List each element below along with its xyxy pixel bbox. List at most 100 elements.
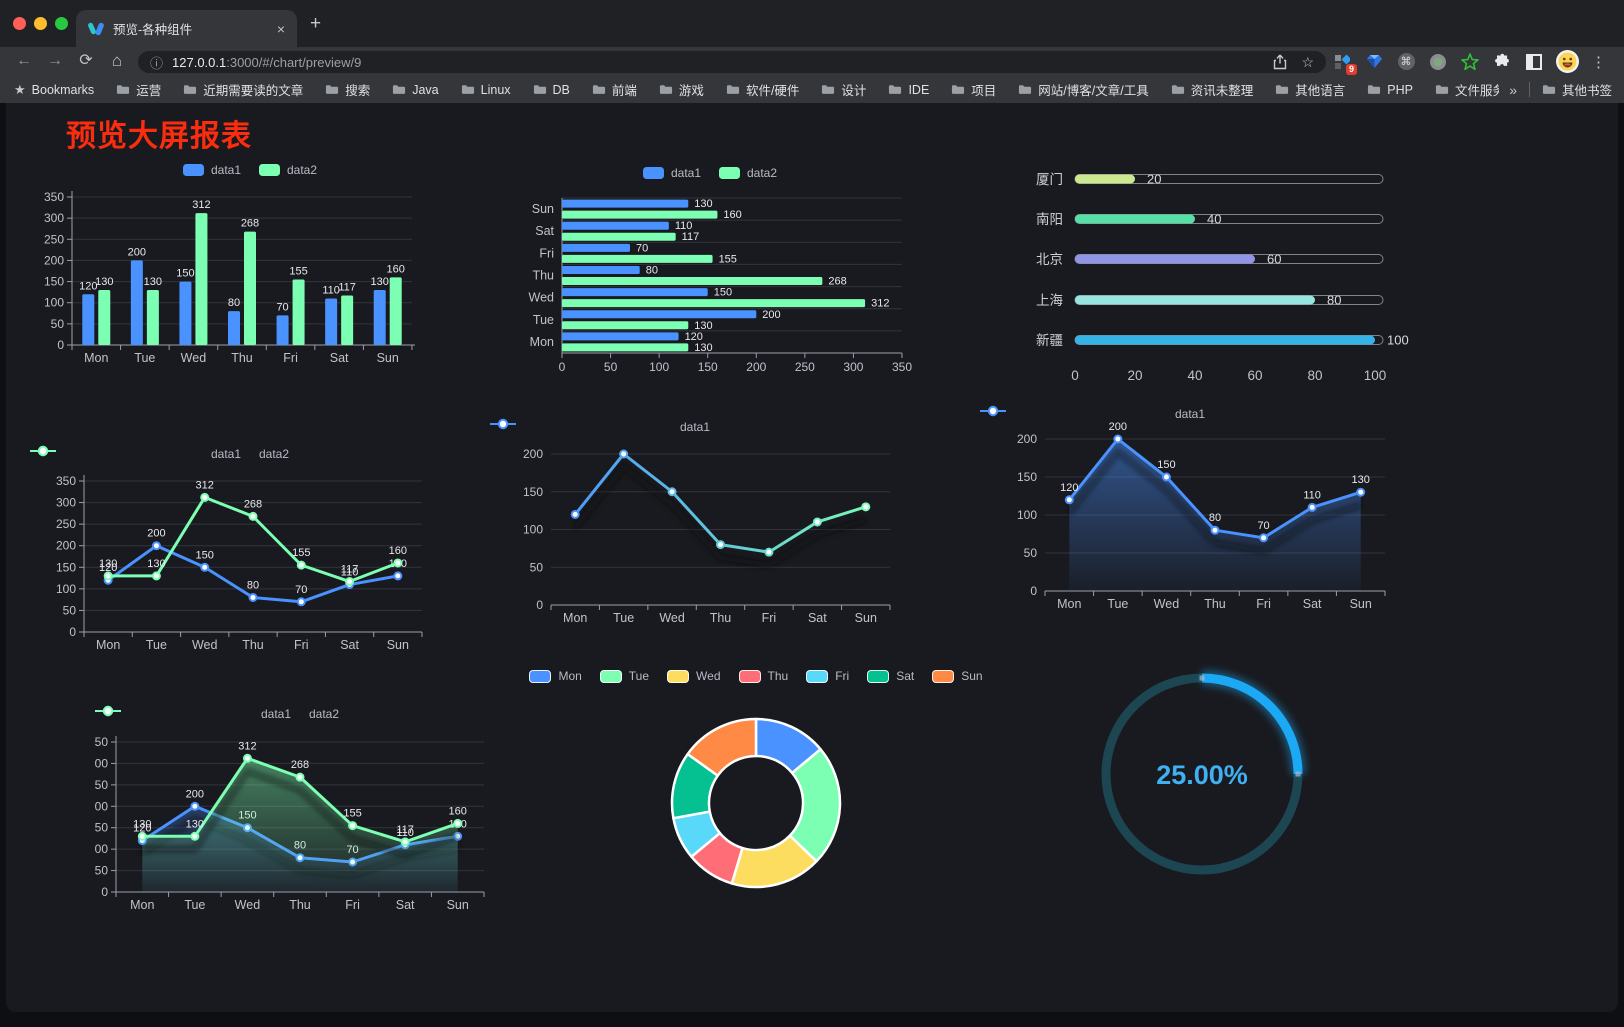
- bookmark-folder-资讯未整理[interactable]: 资讯未整理: [1171, 80, 1253, 99]
- svg-text:120: 120: [1060, 482, 1078, 494]
- bookmark-folder-Java[interactable]: Java: [392, 83, 439, 97]
- donut-chart: Mon Tue Wed Thu Fri Sat Sun: [529, 660, 983, 910]
- svg-text:Tue: Tue: [613, 611, 634, 625]
- command-extension-icon[interactable]: ⌘: [1396, 52, 1416, 72]
- puzzle-extensions-icon[interactable]: [1492, 52, 1512, 72]
- gem-extension-icon[interactable]: [1364, 52, 1384, 72]
- bookmark-folder-label: 项目: [971, 84, 997, 98]
- svg-text:20: 20: [1147, 172, 1161, 187]
- bookmark-folder-其他语言[interactable]: 其他语言: [1275, 80, 1345, 99]
- url-host: 127.0.0.1: [172, 54, 227, 70]
- legend-item-Fri[interactable]: Fri: [806, 669, 849, 683]
- bookmark-folder-软件/硬件[interactable]: 软件/硬件: [726, 80, 799, 99]
- green-star-extension-icon[interactable]: [1460, 52, 1480, 72]
- tab-close-icon[interactable]: ×: [276, 20, 285, 37]
- svg-text:250: 250: [44, 232, 64, 246]
- home-icon[interactable]: ⌂: [111, 51, 123, 70]
- legend-item-data2[interactable]: data2: [719, 166, 777, 180]
- legend-item-data2[interactable]: data2: [95, 705, 339, 721]
- bookmark-folder-游戏[interactable]: 游戏: [659, 80, 704, 99]
- bookmark-folder-网站/博客/文章/工具[interactable]: 网站/博客/文章/工具: [1018, 80, 1149, 99]
- back-icon[interactable]: ←: [16, 52, 32, 69]
- legend-label: Wed: [696, 669, 721, 683]
- bookmark-folder-前端[interactable]: 前端: [592, 80, 637, 99]
- svg-text:200: 200: [1109, 421, 1127, 433]
- browser-menu-icon[interactable]: ⋮: [1591, 53, 1606, 71]
- svg-text:300: 300: [843, 360, 863, 374]
- profile-avatar[interactable]: [1556, 50, 1579, 73]
- bookmark-folder-PHP[interactable]: PHP: [1367, 83, 1413, 97]
- legend-item-data2[interactable]: data2: [30, 445, 289, 461]
- panel-extension-icon[interactable]: [1524, 52, 1544, 72]
- folder-icon: [117, 85, 130, 94]
- bookmark-folder-IDE[interactable]: IDE: [888, 83, 929, 97]
- bookmarks-manager-item[interactable]: ★ Bookmarks: [14, 82, 94, 98]
- legend-item-data1[interactable]: data1: [642, 166, 701, 180]
- legend-item-data1[interactable]: data1: [30, 445, 241, 461]
- svg-text:50: 50: [1024, 546, 1038, 560]
- bookmark-folder-Linux[interactable]: Linux: [461, 83, 511, 97]
- url-text[interactable]: 127.0.0.1:3000/#/chart/preview/9: [172, 55, 1259, 70]
- legend-swatch: [182, 164, 204, 176]
- legend-item-Tue[interactable]: Tue: [599, 669, 650, 683]
- legend-item-data2[interactable]: data2: [259, 163, 317, 177]
- svg-text:312: 312: [871, 298, 889, 310]
- bookmark-folder-label: 文件服务器: [1454, 84, 1500, 98]
- gauge-chart: 25.00%: [1092, 664, 1312, 884]
- legend-item-Sat[interactable]: Sat: [867, 669, 914, 683]
- bookmark-folder-label: DB: [552, 82, 570, 97]
- svg-text:100: 100: [1364, 368, 1387, 383]
- legend-label: data1: [679, 420, 711, 434]
- bookmarks-overflow-icon[interactable]: »: [1509, 81, 1517, 98]
- bookmark-folder-文件服务器[interactable]: 文件服务器: [1435, 80, 1499, 99]
- bookmark-folder-项目[interactable]: 项目: [951, 80, 996, 99]
- svg-text:130: 130: [694, 342, 712, 354]
- bookmark-folder-label: 设计: [841, 84, 867, 98]
- bookmark-folder-运营[interactable]: 运营: [116, 80, 161, 99]
- legend-label: Tue: [628, 669, 650, 683]
- forward-icon[interactable]: →: [47, 52, 63, 69]
- bookmark-folder-label: 运营: [136, 84, 162, 98]
- other-bookmarks-item[interactable]: 其他书签: [1542, 80, 1612, 99]
- share-icon[interactable]: [1273, 54, 1287, 70]
- svg-text:100: 100: [523, 523, 543, 537]
- svg-text:60: 60: [1247, 368, 1262, 383]
- legend-item-Mon[interactable]: Mon: [529, 669, 582, 683]
- svg-text:Sat: Sat: [396, 898, 415, 912]
- reload-icon[interactable]: ⟳: [79, 52, 93, 69]
- svg-text:350: 350: [56, 474, 76, 488]
- address-bar[interactable]: ⓘ 127.0.0.1:3000/#/chart/preview/9 ☆: [138, 51, 1326, 73]
- legend-swatch: [642, 167, 664, 179]
- line-legend-icon: [980, 405, 1006, 417]
- legend-item-Thu[interactable]: Thu: [738, 669, 788, 683]
- bookmark-folder-设计[interactable]: 设计: [821, 80, 866, 99]
- donut-segment-Sun[interactable]: [686, 717, 758, 777]
- bookmark-folder-近期需要读的文章[interactable]: 近期需要读的文章: [183, 80, 303, 99]
- chart-legend: data1 data2: [95, 705, 505, 723]
- recorder-extension-icon[interactable]: [1428, 52, 1448, 72]
- svg-text:70: 70: [1257, 520, 1269, 532]
- svg-text:0: 0: [536, 598, 543, 612]
- minimize-window-button[interactable]: [34, 17, 47, 30]
- legend-item-Sun[interactable]: Sun: [932, 669, 983, 683]
- blocks-extension-icon[interactable]: 9: [1332, 52, 1357, 75]
- bookmark-folder-DB[interactable]: DB: [533, 83, 570, 97]
- bookmark-folder-搜索[interactable]: 搜索: [325, 80, 370, 99]
- svg-text:50: 50: [604, 360, 618, 374]
- legend-item-data1[interactable]: data1: [95, 705, 291, 721]
- legend-item-Wed[interactable]: Wed: [667, 669, 721, 683]
- legend-item-data1[interactable]: data1: [182, 163, 241, 177]
- browser-tab[interactable]: 预览-各种组件 ×: [76, 10, 297, 47]
- svg-text:20: 20: [1127, 368, 1142, 383]
- double-area-line-chart: 0 50 100 150 200 250 300 350 Mon Tue Wed Thu Fri Sat S…: [95, 705, 505, 925]
- svg-text:250: 250: [95, 778, 108, 792]
- legend-item-data1[interactable]: data1: [490, 418, 711, 434]
- close-window-button[interactable]: [13, 17, 26, 30]
- site-info-icon[interactable]: ⓘ: [150, 55, 164, 71]
- legend-label: Sat: [896, 669, 915, 683]
- maximize-window-button[interactable]: [55, 17, 68, 30]
- bookmark-star-icon[interactable]: ☆: [1301, 53, 1314, 70]
- new-tab-button[interactable]: +: [310, 13, 322, 34]
- legend-item-data1[interactable]: data1: [980, 405, 1205, 421]
- svg-text:40: 40: [1207, 212, 1221, 227]
